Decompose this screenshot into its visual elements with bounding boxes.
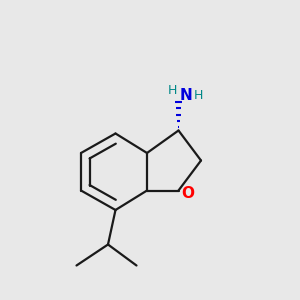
Text: H: H xyxy=(193,89,203,103)
Text: N: N xyxy=(180,88,192,104)
Text: H: H xyxy=(168,83,177,97)
Text: O: O xyxy=(181,186,194,201)
